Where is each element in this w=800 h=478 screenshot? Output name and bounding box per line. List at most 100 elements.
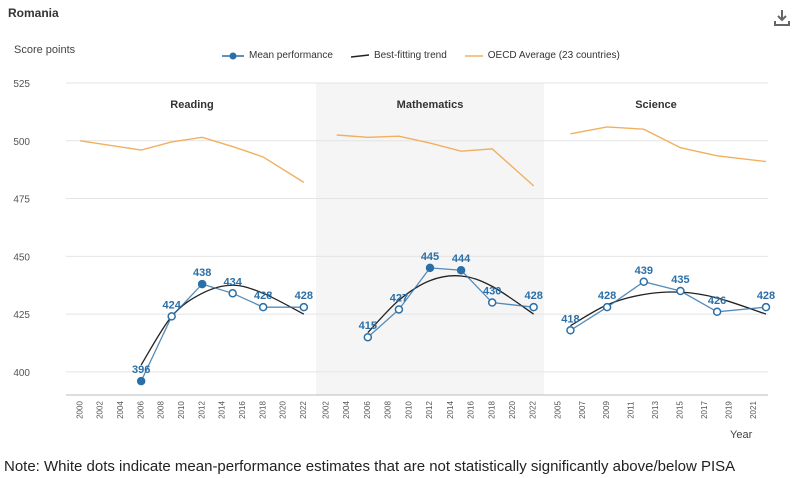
legend-item-trend[interactable]: Best-fitting trend (350, 50, 447, 61)
legend-trend-label: Best-fitting trend (373, 50, 447, 61)
data-label-mathematics-2015: 444 (452, 253, 471, 265)
data-label-mathematics-2006: 415 (359, 320, 377, 332)
mean-point-reading-2012 (197, 279, 207, 289)
data-label-reading-2009: 424 (162, 299, 181, 311)
mean-point-mathematics-2009 (394, 305, 404, 314)
x-tick-label-science-2013: 2013 (651, 401, 660, 419)
x-tick-label-science-2005: 2005 (553, 401, 562, 419)
x-tick-label-reading-2012: 2012 (197, 401, 206, 419)
x-tick-label-reading-2000: 2000 (75, 401, 84, 419)
x-tick-label-science-2021: 2021 (749, 401, 758, 419)
oecd-line-reading (80, 136, 305, 183)
x-tick-label-science-2009: 2009 (602, 401, 611, 419)
y-tick-label-525: 525 (13, 79, 30, 90)
x-tick-label-science-2015: 2015 (676, 401, 685, 419)
legend-oecd-swatch (464, 54, 483, 57)
mean-point-reading-2022 (299, 302, 309, 312)
x-tick-label-mathematics-2002: 2002 (321, 401, 330, 419)
data-label-mathematics-2009: 427 (390, 292, 408, 304)
x-tick-label-reading-2006: 2006 (136, 401, 145, 419)
x-tick-label-mathematics-2004: 2004 (342, 401, 351, 419)
mean-line-science (570, 281, 767, 331)
x-tick-label-mathematics-2020: 2020 (508, 401, 517, 419)
data-label-mathematics-2022: 428 (524, 290, 542, 302)
data-label-science-2006: 418 (561, 313, 579, 325)
panel-title-science: Science (635, 99, 677, 111)
mean-point-reading-2018 (258, 302, 268, 312)
trend-line-mathematics (367, 275, 534, 334)
data-label-mathematics-2012: 445 (421, 251, 439, 263)
y-axis-label: Score points (14, 44, 76, 56)
panel-bg-mathematics (316, 83, 544, 395)
x-tick-label-mathematics-2010: 2010 (404, 401, 413, 419)
data-label-science-2009: 428 (598, 290, 616, 302)
data-label-reading-2006: 396 (132, 364, 150, 376)
mean-point-science-2006 (566, 326, 575, 335)
x-tick-label-mathematics-2016: 2016 (467, 401, 476, 419)
mean-point-science-2022 (761, 302, 771, 312)
download-icon (774, 10, 790, 26)
trend-line-reading (140, 284, 305, 366)
data-label-science-2018: 426 (708, 295, 726, 307)
data-label-reading-2012: 438 (193, 267, 211, 279)
mean-point-reading-2009 (167, 312, 176, 321)
data-label-reading-2018: 428 (254, 290, 272, 302)
x-tick-label-mathematics-2014: 2014 (446, 401, 455, 419)
legend-mean-swatch (222, 52, 244, 59)
x-tick-label-science-2007: 2007 (578, 401, 587, 419)
x-tick-label-mathematics-2022: 2022 (529, 401, 538, 419)
y-tick-label-475: 475 (13, 195, 30, 206)
x-tick-label-mathematics-2012: 2012 (425, 401, 434, 419)
oecd-line-science (570, 126, 767, 163)
mean-point-mathematics-2018 (487, 298, 497, 307)
x-tick-label-reading-2016: 2016 (238, 401, 247, 419)
panel-title-reading: Reading (170, 99, 213, 111)
data-label-reading-2022: 428 (295, 290, 313, 302)
x-tick-label-science-2019: 2019 (724, 401, 733, 419)
x-tick-label-mathematics-2008: 2008 (384, 401, 393, 419)
x-tick-label-mathematics-2006: 2006 (363, 401, 372, 419)
mean-point-science-2018 (712, 307, 722, 317)
y-tick-label-400: 400 (13, 368, 30, 379)
x-tick-label-reading-2022: 2022 (299, 401, 308, 419)
chart-country-title: Romania (8, 6, 59, 20)
data-label-science-2015: 435 (671, 274, 689, 286)
data-label-mathematics-2018: 430 (483, 286, 501, 298)
y-tick-label-500: 500 (13, 137, 30, 148)
mean-point-science-2015 (676, 286, 685, 296)
legend-item-oecd[interactable]: OECD Average (23 countries) (464, 50, 620, 61)
mean-point-reading-2006 (136, 376, 146, 386)
x-tick-label-reading-2020: 2020 (279, 401, 288, 419)
x-axis-label: Year (730, 429, 753, 441)
x-tick-label-mathematics-2018: 2018 (487, 401, 496, 419)
legend: Mean performance Best-fitting trend OECD… (222, 50, 638, 61)
x-tick-label-science-2017: 2017 (700, 401, 709, 419)
data-label-science-2012: 439 (635, 265, 653, 277)
mean-point-science-2009 (602, 302, 612, 312)
download-button[interactable] (772, 8, 792, 28)
mean-point-mathematics-2012 (425, 263, 435, 273)
panel-title-mathematics: Mathematics (397, 99, 464, 111)
mean-line-reading (140, 283, 304, 382)
x-tick-label-reading-2008: 2008 (157, 401, 166, 419)
y-tick-label-425: 425 (13, 310, 30, 321)
x-tick-label-reading-2014: 2014 (218, 401, 227, 419)
mean-point-mathematics-2015 (456, 265, 466, 275)
legend-oecd-label: OECD Average (23 countries) (487, 50, 620, 61)
y-tick-label-450: 450 (13, 252, 30, 263)
mean-point-mathematics-2022 (529, 302, 538, 312)
data-label-reading-2015: 434 (223, 276, 242, 288)
footnote: Note: White dots indicate mean-performan… (4, 458, 736, 475)
mean-line-mathematics (367, 267, 534, 338)
legend-mean-label: Mean performance (249, 50, 333, 61)
mean-point-reading-2015 (228, 289, 237, 298)
x-tick-label-science-2011: 2011 (627, 401, 636, 419)
data-label-science-2022: 428 (757, 290, 775, 302)
x-tick-label-reading-2004: 2004 (116, 401, 125, 419)
x-tick-label-reading-2002: 2002 (96, 401, 105, 419)
oecd-line-mathematics (336, 134, 535, 187)
mean-point-mathematics-2006 (363, 332, 373, 342)
x-tick-label-reading-2018: 2018 (258, 401, 267, 419)
legend-item-mean[interactable]: Mean performance (222, 50, 333, 61)
